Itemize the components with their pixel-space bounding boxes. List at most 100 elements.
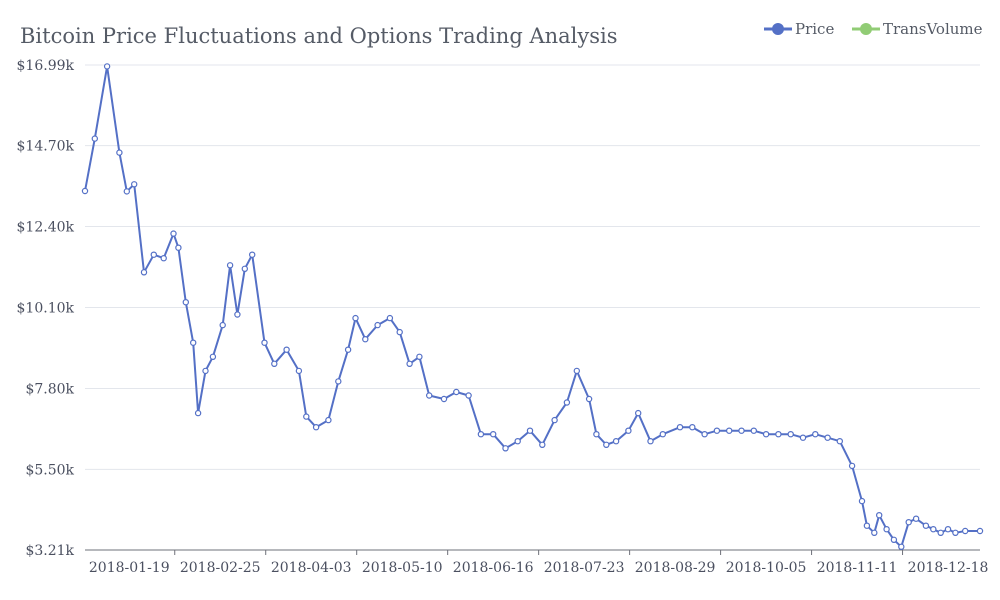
x-axis: 2018-01-19 2018-02-25 2018-04-03 2018-05-10… bbox=[85, 549, 988, 576]
data-point[interactable] bbox=[295, 367, 303, 375]
data-point[interactable] bbox=[799, 434, 807, 441]
data-point[interactable] bbox=[858, 497, 866, 505]
data-point[interactable] bbox=[335, 378, 342, 385]
data-point[interactable] bbox=[713, 427, 721, 434]
legend-marker-transvolume bbox=[860, 23, 872, 35]
data-point[interactable] bbox=[905, 519, 912, 526]
data-point[interactable] bbox=[676, 424, 684, 431]
data-point[interactable] bbox=[612, 438, 620, 445]
data-point[interactable] bbox=[812, 431, 819, 438]
data-point[interactable] bbox=[160, 255, 167, 262]
data-point[interactable] bbox=[551, 416, 558, 424]
data-point[interactable] bbox=[170, 230, 177, 237]
data-point[interactable] bbox=[271, 360, 278, 367]
data-point[interactable] bbox=[194, 409, 202, 417]
data-point[interactable] bbox=[116, 149, 123, 156]
legend[interactable]: Price TransVolume bbox=[764, 20, 983, 38]
data-point[interactable] bbox=[396, 328, 403, 336]
data-point[interactable] bbox=[175, 244, 182, 251]
data-point[interactable] bbox=[123, 188, 131, 195]
data-point[interactable] bbox=[898, 543, 905, 551]
data-point[interactable] bbox=[202, 367, 209, 375]
data-point[interactable] bbox=[526, 427, 534, 434]
data-point[interactable] bbox=[490, 431, 497, 438]
data-point[interactable] bbox=[876, 512, 883, 519]
data-point[interactable] bbox=[890, 536, 898, 544]
x-tick-label: 2018-05-10 bbox=[362, 560, 443, 576]
data-point[interactable] bbox=[150, 251, 157, 258]
data-point[interactable] bbox=[502, 445, 509, 452]
data-point[interactable] bbox=[701, 431, 708, 438]
data-point[interactable] bbox=[477, 431, 485, 438]
data-point[interactable] bbox=[352, 314, 359, 322]
data-point[interactable] bbox=[283, 346, 290, 353]
data-point[interactable] bbox=[140, 269, 148, 276]
data-point[interactable] bbox=[130, 181, 138, 188]
x-tick-label: 2018-07-23 bbox=[544, 560, 625, 576]
data-point[interactable] bbox=[209, 353, 217, 360]
data-point[interactable] bbox=[863, 522, 871, 529]
data-point[interactable] bbox=[426, 392, 433, 399]
x-tick-label: 2018-08-29 bbox=[635, 560, 716, 576]
data-point[interactable] bbox=[303, 413, 310, 420]
data-point[interactable] bbox=[787, 431, 794, 438]
data-point[interactable] bbox=[465, 392, 472, 399]
data-point[interactable] bbox=[625, 427, 632, 434]
data-point[interactable] bbox=[248, 251, 256, 258]
x-tick-label: 2018-02-25 bbox=[180, 560, 261, 576]
data-point[interactable] bbox=[81, 187, 89, 195]
legend-item-transvolume[interactable]: TransVolume bbox=[852, 20, 983, 38]
data-point[interactable] bbox=[182, 299, 189, 306]
data-point[interactable] bbox=[848, 462, 856, 470]
data-point[interactable] bbox=[386, 314, 394, 322]
data-point[interactable] bbox=[325, 416, 332, 424]
data-point[interactable] bbox=[440, 395, 448, 403]
legend-item-price[interactable]: Price bbox=[764, 20, 834, 38]
x-tick-label: 2018-11-11 bbox=[817, 560, 898, 576]
data-point[interactable] bbox=[453, 388, 460, 396]
data-point[interactable] bbox=[603, 441, 610, 448]
data-point[interactable] bbox=[573, 367, 581, 375]
data-point[interactable] bbox=[738, 427, 745, 434]
data-point[interactable] bbox=[91, 135, 99, 142]
data-point[interactable] bbox=[226, 262, 234, 269]
data-point[interactable] bbox=[871, 529, 878, 537]
data-point[interactable] bbox=[883, 526, 890, 533]
data-point[interactable] bbox=[374, 321, 381, 329]
data-point[interactable] bbox=[659, 431, 667, 438]
data-point[interactable] bbox=[312, 424, 320, 431]
data-point[interactable] bbox=[563, 399, 571, 406]
data-point[interactable] bbox=[726, 427, 733, 434]
data-point[interactable] bbox=[937, 529, 944, 537]
data-point[interactable] bbox=[775, 431, 782, 438]
data-point[interactable] bbox=[406, 360, 413, 367]
data-point[interactable] bbox=[189, 339, 197, 346]
data-point[interactable] bbox=[103, 63, 111, 70]
data-point[interactable] bbox=[952, 529, 959, 537]
data-point[interactable] bbox=[344, 346, 352, 353]
data-point[interactable] bbox=[689, 424, 696, 431]
data-point[interactable] bbox=[976, 527, 984, 535]
data-point[interactable] bbox=[647, 438, 654, 445]
data-point[interactable] bbox=[962, 527, 969, 535]
data-point[interactable] bbox=[416, 353, 423, 360]
data-point[interactable] bbox=[234, 311, 241, 318]
data-point[interactable] bbox=[514, 438, 521, 445]
data-point[interactable] bbox=[944, 526, 952, 533]
data-point[interactable] bbox=[241, 265, 248, 272]
data-point[interactable] bbox=[593, 431, 600, 438]
data-point[interactable] bbox=[362, 336, 369, 343]
data-point[interactable] bbox=[824, 434, 831, 441]
data-point[interactable] bbox=[912, 515, 920, 522]
data-point[interactable] bbox=[585, 395, 593, 403]
data-point[interactable] bbox=[922, 522, 930, 529]
data-point[interactable] bbox=[750, 427, 758, 434]
data-point[interactable] bbox=[219, 321, 226, 329]
data-point[interactable] bbox=[635, 409, 642, 417]
data-point[interactable] bbox=[836, 438, 844, 445]
data-point[interactable] bbox=[762, 431, 770, 438]
data-point[interactable] bbox=[539, 441, 546, 448]
data-point[interactable] bbox=[930, 526, 937, 533]
data-point[interactable] bbox=[261, 339, 268, 346]
